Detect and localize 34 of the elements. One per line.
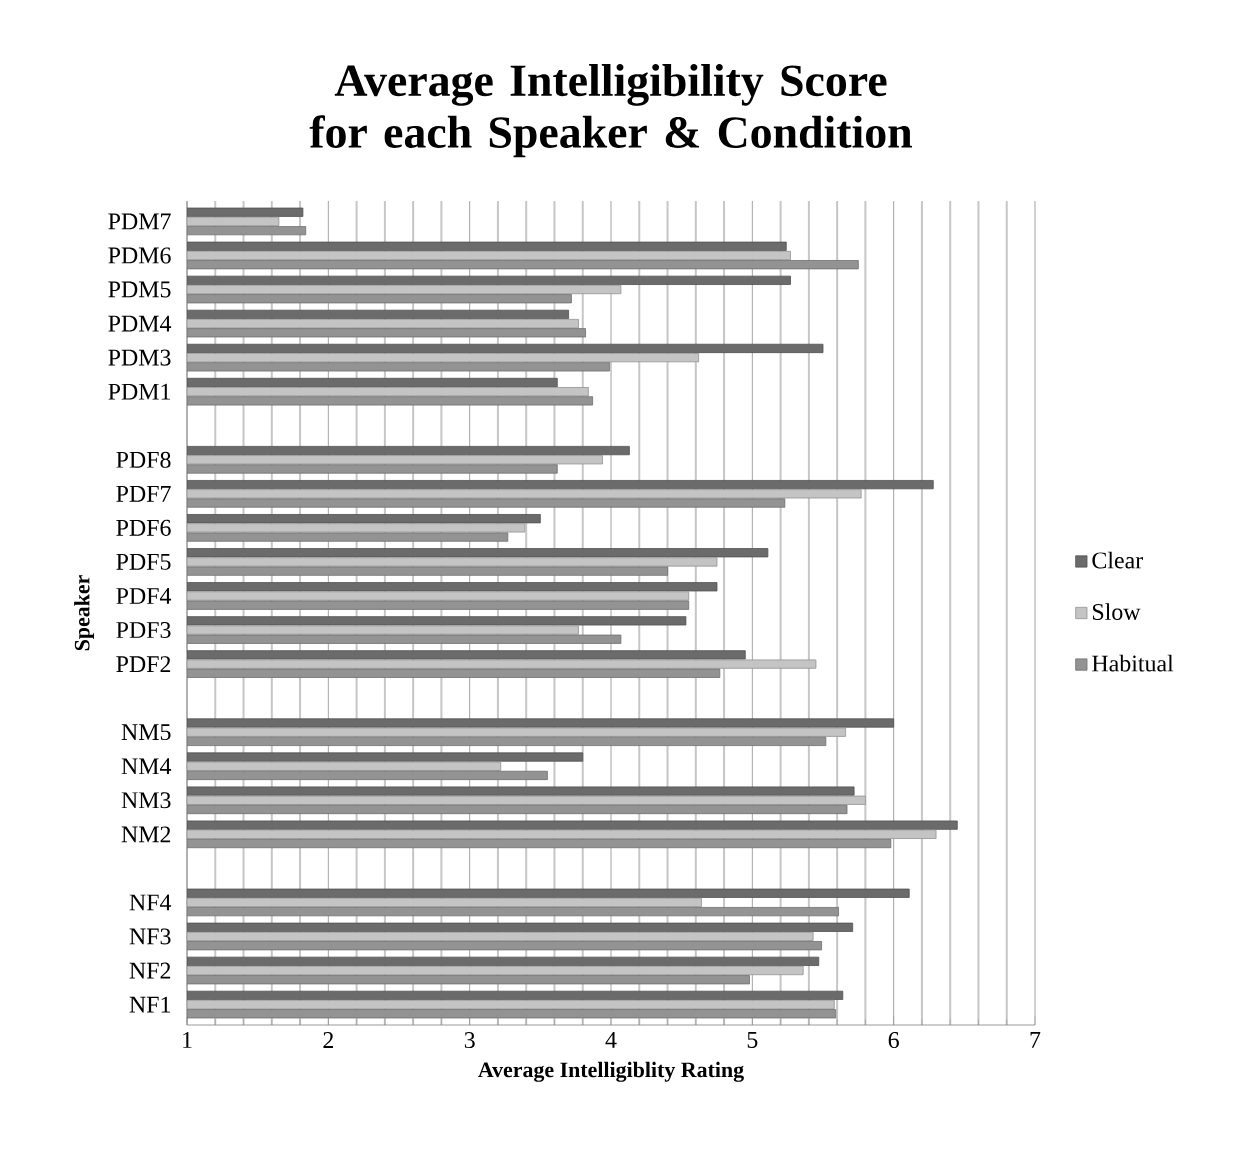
y-tick-label: NM5 — [121, 724, 171, 741]
x-tick-label: 5 — [747, 1032, 758, 1048]
y-tick-label: PDF7 — [116, 485, 171, 502]
y-tick-label: PDF5 — [116, 553, 171, 570]
y-tick-label: PDM6 — [108, 247, 171, 264]
x-tick-label: 2 — [323, 1032, 333, 1048]
x-tick-label: 1 — [183, 1032, 192, 1048]
y-tick-label: PDM3 — [108, 349, 171, 366]
y-tick-label: PDM4 — [108, 315, 172, 332]
y-tick-label: NM2 — [121, 826, 171, 843]
y-tick-label: PDM7 — [108, 213, 171, 230]
y-tick-label: NM4 — [121, 758, 172, 775]
y-axis-title: Speaker — [74, 575, 94, 651]
x-tick-label: 6 — [888, 1032, 899, 1049]
y-tick-label: NF4 — [129, 894, 172, 911]
y-tick-label: PDF4 — [116, 588, 172, 604]
y-tick-label: NF1 — [129, 996, 171, 1013]
y-tick-label: NM3 — [121, 792, 171, 809]
x-axis-title: Average Intelligiblity Rating — [478, 1061, 744, 1082]
x-tick-label: 4 — [605, 1032, 617, 1048]
y-tick-label: PDF6 — [116, 519, 171, 536]
y-tick-label: PDM1 — [108, 383, 171, 400]
y-tick-label: PDF3 — [116, 621, 171, 639]
y-tick-label: PDF8 — [116, 451, 171, 468]
legend-label: Clear — [1092, 551, 1143, 569]
x-tick-label: 3 — [464, 1032, 475, 1049]
legend-label: Habitual — [1092, 654, 1174, 672]
y-tick-label: PDM5 — [108, 281, 171, 298]
y-tick-label: NF2 — [129, 962, 171, 979]
y-tick-label: PDF2 — [116, 656, 171, 672]
legend-label: Slow — [1093, 603, 1141, 621]
chart-title: Average Intelligibility Score for each Speaker & Condition — [309, 63, 913, 158]
x-tick-label: 7 — [1030, 1032, 1041, 1048]
y-tick-label: NF3 — [129, 928, 171, 945]
